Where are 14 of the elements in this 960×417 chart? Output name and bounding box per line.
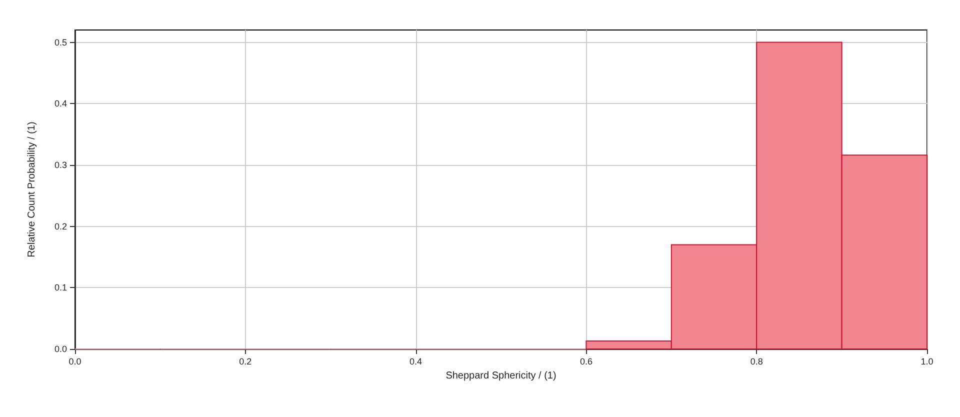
y-tick-label: 0.5: [54, 37, 67, 48]
y-tick-label: 0.4: [54, 98, 67, 109]
y-tick-label: 0.0: [54, 344, 67, 354]
x-tick-label: 0.2: [239, 356, 252, 366]
y-tick-label: 0.3: [54, 160, 67, 170]
x-tick-label: 0.8: [750, 356, 763, 366]
x-tick-label: 1.0: [920, 356, 934, 366]
x-tick-label: 0.0: [68, 356, 82, 366]
y-tick-label: 0.1: [54, 282, 67, 293]
y-axis-title: Relative Count Probability / (1): [26, 122, 38, 258]
x-axis-title: Sheppard Sphericity / (1): [446, 370, 556, 382]
x-tick-label: 0.4: [410, 356, 422, 366]
x-tick-label: 0.6: [580, 356, 592, 366]
y-tick-label: 0.2: [54, 221, 67, 232]
